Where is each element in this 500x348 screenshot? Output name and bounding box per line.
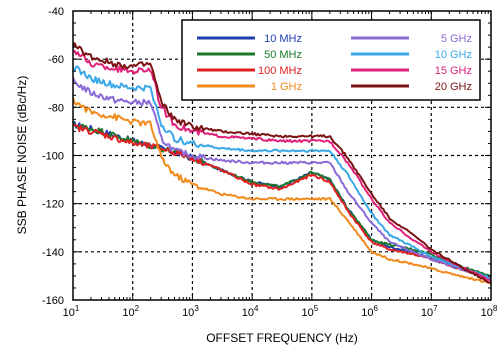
series-line [73,65,491,281]
series-line [73,96,491,284]
series-line [73,49,491,282]
y-tick-label: -100 [42,151,64,163]
series-line [73,77,491,280]
x-tick-label: 108 [481,304,498,319]
y-axis-title: SSB PHASE NOISE (dBc/Hz) [15,76,29,235]
x-axis-title: OFFSET FREQUENCY (Hz) [206,331,358,345]
legend-label: 10 MHz [264,33,302,45]
legend-label: 10 GHz [435,49,472,61]
y-tick-label: -80 [48,102,64,114]
legend-label: 50 MHz [264,49,302,61]
legend-label: 100 MHz [258,65,302,77]
legend-label: 5 GHz [441,33,472,45]
y-tick-label: -60 [48,54,64,66]
x-tick-label: 106 [361,304,378,319]
x-tick-label: 105 [302,304,319,319]
legend-label: 15 GHz [435,65,472,77]
legend-label: 1 GHz [271,81,302,93]
x-tick-label: 104 [242,304,259,319]
y-tick-label: -40 [48,6,64,18]
series-lines [73,42,491,285]
y-tick-label: -120 [42,199,64,211]
x-tick-label: 107 [421,304,438,319]
x-tick-label: 103 [182,304,199,319]
x-tick-label: 102 [122,304,139,319]
legend-label: 20 GHz [435,81,472,93]
legend: 10 MHz 50 MHz 100 MHz 1 GHz 5 GHz 10 GHz 15 GH… [181,19,481,101]
y-tick-label: -160 [42,295,64,307]
series-line [73,42,491,285]
axis-ticks: 101 102 103 104 105 106 107 108 -40 -60 -80 -100 -12… [42,6,498,319]
y-tick-label: -140 [42,247,64,259]
x-tick-label: 101 [63,304,80,319]
